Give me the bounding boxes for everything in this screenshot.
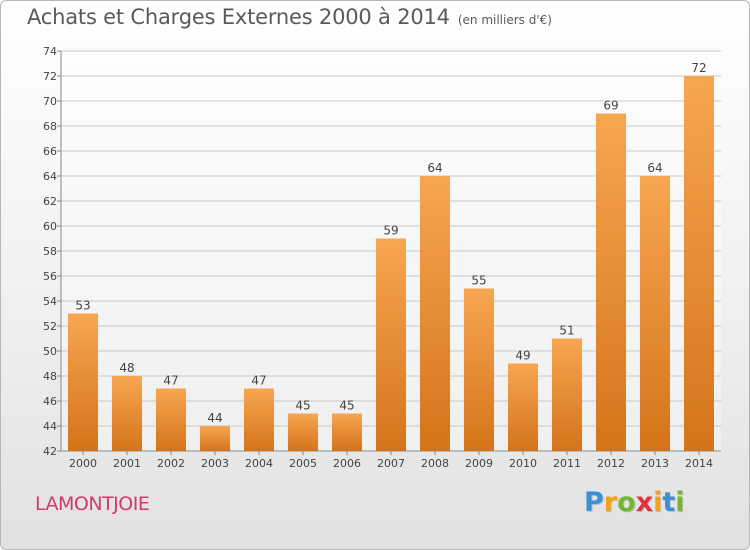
- y-tick-label: 50: [43, 345, 57, 358]
- data-label: 45: [295, 399, 310, 413]
- bar: [332, 413, 362, 451]
- data-label: 49: [515, 349, 530, 363]
- y-tick-label: 44: [43, 420, 57, 433]
- x-tick-label: 2009: [465, 457, 493, 470]
- data-label: 69: [603, 99, 618, 113]
- x-tick-label: 2000: [69, 457, 97, 470]
- y-tick-label: 52: [43, 320, 57, 333]
- bar: [684, 76, 714, 451]
- bar: [464, 288, 494, 451]
- data-label: 47: [251, 374, 266, 388]
- x-tick-label: 2006: [333, 457, 361, 470]
- bar: [420, 176, 450, 451]
- data-label: 48: [119, 361, 134, 375]
- data-label: 64: [647, 161, 662, 175]
- x-tick-label: 2012: [597, 457, 625, 470]
- title-block: Achats et Charges Externes 2000 à 2014 (e…: [27, 5, 552, 29]
- bar: [112, 376, 142, 451]
- x-tick-label: 2005: [289, 457, 317, 470]
- y-tick-label: 72: [43, 70, 57, 83]
- x-tick-label: 2011: [553, 457, 581, 470]
- x-tick-label: 2004: [245, 457, 273, 470]
- x-tick-label: 2010: [509, 457, 537, 470]
- y-tick-label: 42: [43, 445, 57, 458]
- place-name: LAMONTJOIE: [35, 493, 150, 515]
- y-tick-label: 64: [43, 170, 57, 183]
- bar: [640, 176, 670, 451]
- bar: [68, 313, 98, 451]
- data-label: 55: [471, 274, 486, 288]
- y-tick-label: 56: [43, 270, 57, 283]
- x-tick-label: 2013: [641, 457, 669, 470]
- y-tick-label: 74: [43, 45, 57, 58]
- bar: [376, 238, 406, 451]
- data-label: 45: [339, 399, 354, 413]
- logo-letter: o: [617, 487, 636, 518]
- bar: [156, 388, 186, 451]
- logo-letter: t: [662, 487, 676, 518]
- y-tick-label: 68: [43, 120, 57, 133]
- bar: [508, 363, 538, 451]
- bar: [552, 338, 582, 451]
- data-label: 44: [207, 411, 222, 425]
- x-tick-label: 2002: [157, 457, 185, 470]
- data-label: 59: [383, 224, 398, 238]
- logo-letter: i: [675, 487, 685, 518]
- data-label: 64: [427, 161, 442, 175]
- y-tick-label: 66: [43, 145, 57, 158]
- y-tick-label: 62: [43, 195, 57, 208]
- data-label: 72: [691, 61, 706, 75]
- proxiti-logo: Proxiti: [584, 487, 685, 518]
- x-tick-label: 2003: [201, 457, 229, 470]
- chart-title: Achats et Charges Externes 2000 à 2014: [27, 5, 450, 29]
- bar: [288, 413, 318, 451]
- logo-letter: x: [635, 487, 654, 518]
- y-tick-label: 60: [43, 220, 57, 233]
- chart-subtitle: (en milliers d'€): [457, 13, 552, 27]
- y-tick-label: 48: [43, 370, 57, 383]
- data-label: 47: [163, 374, 178, 388]
- y-tick-label: 58: [43, 245, 57, 258]
- bar: [244, 388, 274, 451]
- x-tick-label: 2001: [113, 457, 141, 470]
- data-label: 53: [75, 299, 90, 313]
- data-label: 51: [559, 324, 574, 338]
- logo-letter: P: [584, 487, 604, 518]
- bar: [596, 113, 626, 451]
- logo-letter: r: [603, 487, 618, 518]
- y-tick-label: 70: [43, 95, 57, 108]
- y-tick-label: 46: [43, 395, 57, 408]
- x-tick-label: 2014: [685, 457, 713, 470]
- x-tick-label: 2008: [421, 457, 449, 470]
- logo-letter: i: [653, 487, 663, 518]
- bar: [200, 426, 230, 451]
- y-tick-label: 54: [43, 295, 57, 308]
- x-tick-label: 2007: [377, 457, 405, 470]
